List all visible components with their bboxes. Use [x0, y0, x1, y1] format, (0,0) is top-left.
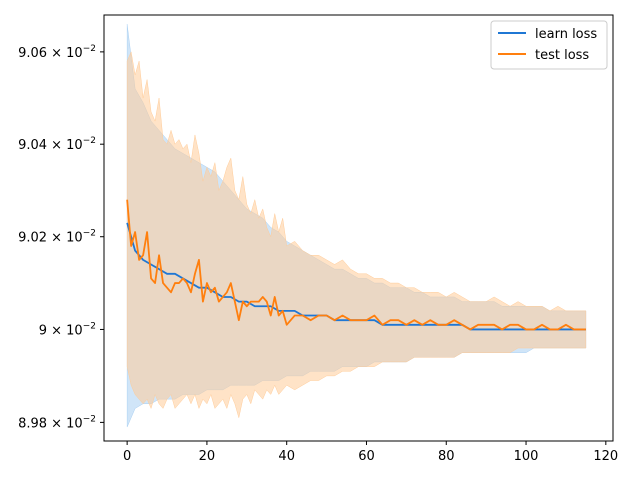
y-tick-label: 8.98 × 10−2	[18, 414, 96, 431]
series-line-test-loss	[126, 199, 586, 331]
y-tick-label: 9.04 × 10−2	[18, 136, 96, 153]
band-test-loss	[126, 51, 587, 418]
y-tick-label: 9.06 × 10−2	[18, 44, 96, 61]
x-tick-label: 80	[438, 449, 455, 464]
legend: learn loss test loss	[490, 20, 608, 70]
y-axis: 8.98 × 10−2 9 × 10−2 9.02 × 10−2 9.04 × 10−…	[18, 44, 104, 431]
x-axis: 0 20 40 60 80 100 120	[123, 441, 618, 464]
plot-frame	[103, 14, 614, 442]
y-tick-label: 9.02 × 10−2	[18, 229, 96, 246]
legend-label-test-loss: test loss	[535, 48, 589, 63]
legend-label-learn-loss: learn loss	[535, 27, 597, 42]
y-tick-label: 9 × 10−2	[39, 321, 96, 338]
confidence-bands	[126, 24, 587, 428]
x-tick-label: 20	[199, 449, 216, 464]
series-lines	[126, 199, 586, 331]
x-tick-label: 60	[358, 449, 375, 464]
x-tick-label: 40	[278, 449, 295, 464]
x-tick-label: 100	[514, 449, 539, 464]
x-tick-label: 0	[123, 449, 131, 464]
x-tick-label: 120	[593, 449, 618, 464]
